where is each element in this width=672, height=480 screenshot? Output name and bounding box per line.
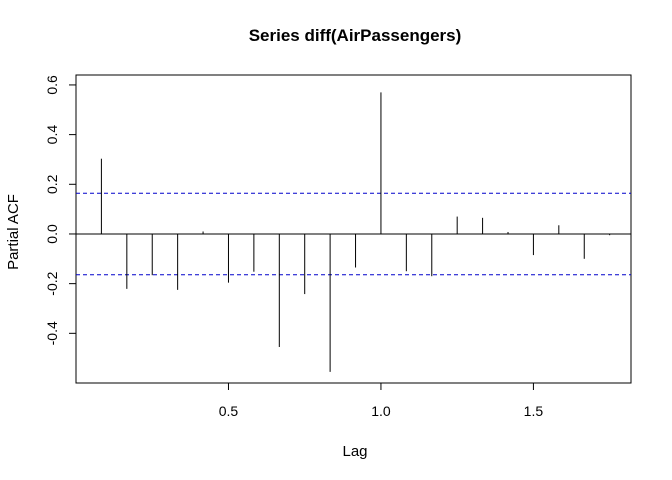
y-tick-label: 0.0 — [44, 224, 60, 244]
x-tick-label: 1.5 — [524, 403, 544, 419]
x-tick-label: 1.0 — [371, 403, 391, 419]
x-tick-label: 0.5 — [219, 403, 239, 419]
y-tick-label: 0.2 — [44, 174, 60, 194]
y-tick-label: 0.6 — [44, 75, 60, 95]
plot-frame — [75, 74, 632, 384]
pacf-spikes — [100, 92, 611, 372]
y-tick-label: -0.2 — [44, 271, 60, 295]
y-tick-label: 0.4 — [44, 125, 60, 145]
y-tick-label: -0.4 — [44, 321, 60, 345]
reference-lines — [76, 192, 631, 276]
x-axis-label: Lag — [342, 443, 367, 460]
y-axis-label: Partial ACF — [5, 194, 22, 270]
chart-title: Series diff(AirPassengers) — [249, 26, 462, 45]
axis-ticks: 0.5 1.0 1.5 -0.4 -0.2 0.0 0.2 0.4 0.6 — [44, 75, 543, 419]
